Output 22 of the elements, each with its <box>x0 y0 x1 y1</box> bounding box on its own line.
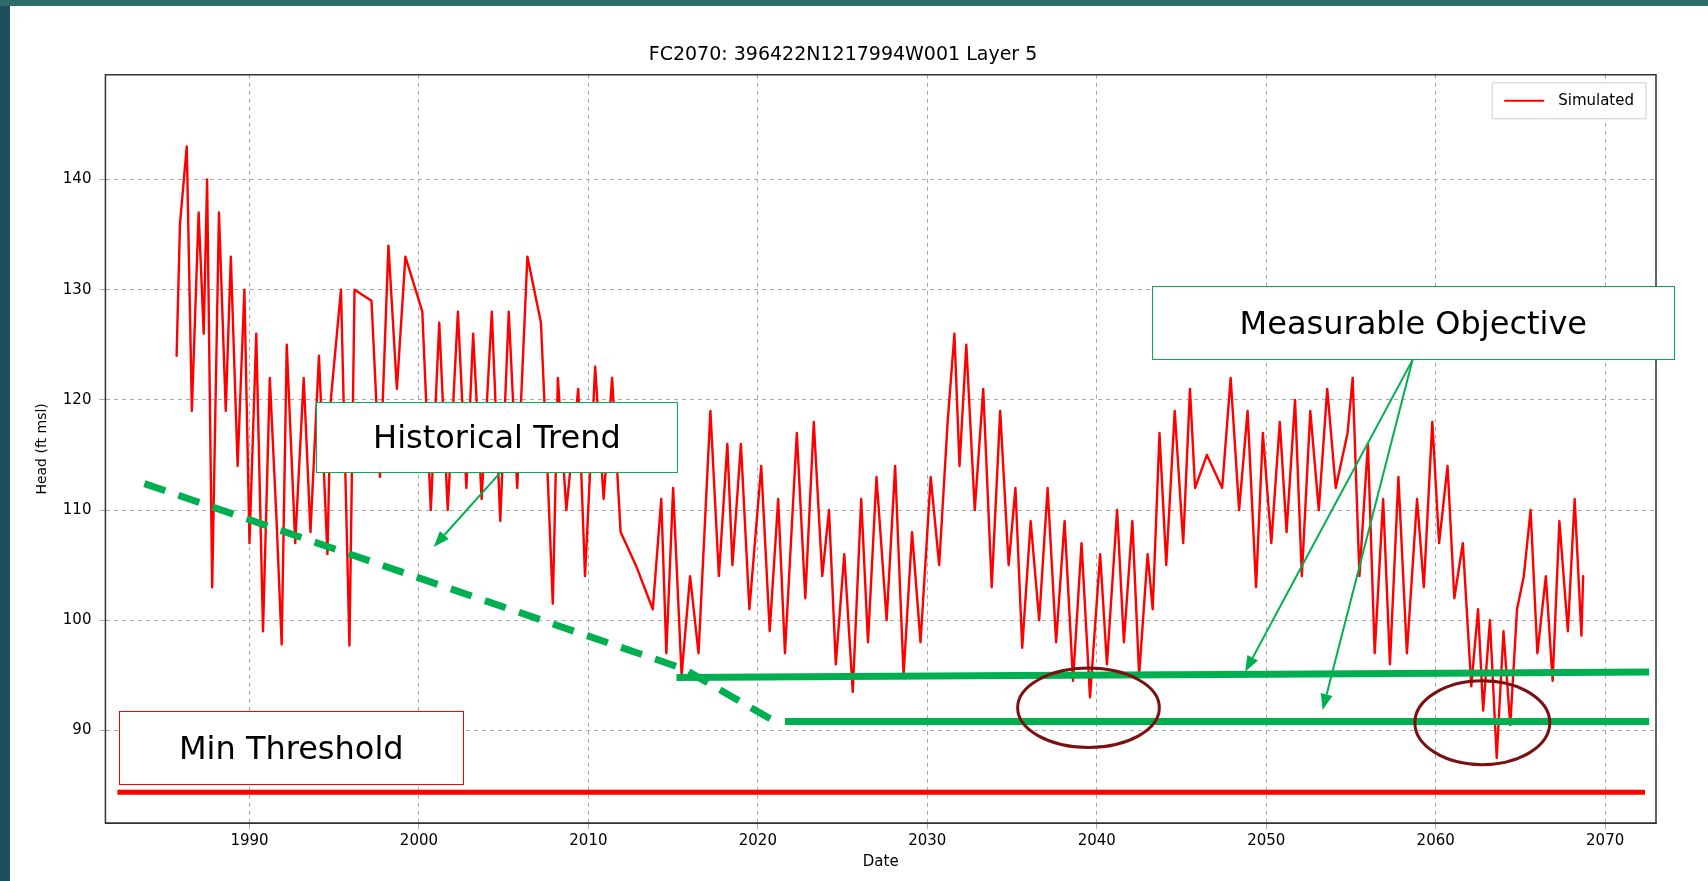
text-box: Historical Trend <box>316 401 678 473</box>
x-tick-label: 2060 <box>1416 830 1455 849</box>
x-tick-label: 2050 <box>1247 830 1286 849</box>
text-box: Min Threshold <box>118 710 464 785</box>
x-tick-label: 2070 <box>1586 830 1625 849</box>
y-tick-label: 140 <box>62 169 92 188</box>
y-tick-label: 120 <box>62 389 92 408</box>
x-tick-label: 2000 <box>399 830 439 849</box>
legend-label: Simulated <box>1558 90 1635 109</box>
y-tick-label: 100 <box>62 610 92 629</box>
x-tick-label: 2030 <box>908 830 947 849</box>
chart-title: FC2070: 396422N1217994W001 Layer 5 <box>648 42 1038 65</box>
x-tick-label: 2020 <box>738 830 777 849</box>
x-tick-label: 2010 <box>569 830 608 849</box>
y-tick-label: 90 <box>72 720 92 739</box>
y-tick-label: 110 <box>62 499 92 518</box>
x-tick-label: 1990 <box>230 830 269 849</box>
y-tick-label: 130 <box>62 279 92 298</box>
y-axis-title: Head (ft msl) <box>33 403 50 495</box>
text-box: Measurable Objective <box>1152 285 1675 360</box>
x-axis-title: Date <box>862 851 899 870</box>
x-tick-label: 2040 <box>1077 830 1116 849</box>
